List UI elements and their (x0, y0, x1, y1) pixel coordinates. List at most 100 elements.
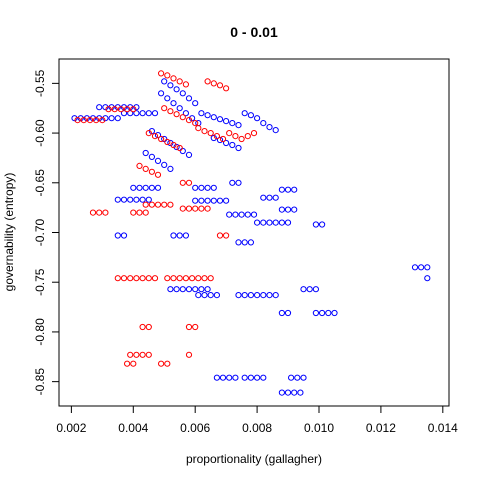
red-data-point (192, 120, 199, 127)
blue-data-point (284, 389, 292, 396)
blue-data-point (164, 95, 171, 102)
x-tick-label: 0.010 (304, 421, 334, 435)
x-tick-label: 0.004 (118, 421, 148, 435)
blue-data-point (284, 219, 292, 226)
blue-data-point (204, 184, 211, 191)
blue-data-point (151, 110, 159, 117)
x-tick-label: 0.006 (180, 421, 210, 435)
blue-data-point (102, 104, 109, 111)
blue-data-point (284, 309, 292, 317)
blue-data-point (114, 196, 121, 203)
blue-data-point (145, 196, 152, 203)
red-data-point (145, 351, 152, 358)
red-data-point (148, 168, 155, 175)
blue-data-point (216, 136, 224, 144)
red-data-point (189, 275, 196, 282)
red-data-point (223, 232, 230, 239)
blue-data-point (291, 206, 298, 213)
red-data-point (158, 70, 165, 77)
red-data-point (161, 105, 168, 112)
blue-data-point (185, 286, 193, 293)
blue-data-point (247, 239, 254, 246)
blue-data-point (167, 82, 174, 89)
blue-data-point (182, 232, 189, 239)
blue-data-point (260, 120, 267, 127)
red-data-point (139, 275, 146, 282)
x-tick-label: 0.014 (428, 421, 458, 435)
blue-data-point (219, 374, 227, 381)
blue-data-point (198, 184, 205, 191)
blue-data-point (260, 292, 267, 299)
blue-data-point (127, 110, 134, 117)
red-data-point (232, 133, 239, 140)
y-axis: -0.55 -0.60 -0.65 -0.70 -0.75 -0.80 -0.85 (33, 69, 60, 396)
blue-data-point (120, 104, 128, 111)
blue-data-point (235, 122, 242, 129)
y-tick-label: -0.65 (33, 169, 47, 197)
blue-data-point (232, 211, 239, 218)
red-data-point (179, 205, 186, 212)
red-data-point (86, 117, 94, 124)
red-data-point (154, 201, 162, 208)
blue-data-point (266, 292, 273, 299)
blue-data-point (241, 110, 248, 117)
blue-data-point (278, 309, 285, 317)
red-data-point (142, 209, 149, 216)
red-data-point (102, 209, 109, 216)
blue-data-point (294, 374, 301, 381)
blue-data-point (278, 219, 285, 226)
blue-data-point (120, 110, 128, 117)
red-data-point (179, 179, 186, 186)
red-data-point (250, 130, 258, 137)
red-data-point (93, 117, 100, 124)
blue-data-point (247, 374, 254, 381)
red-data-point (164, 275, 171, 282)
blue-data-point (114, 232, 121, 239)
red-data-point (80, 117, 87, 124)
red-data-point (139, 323, 146, 331)
red-data-point (133, 351, 140, 358)
blue-data-point (204, 197, 211, 204)
y-tick-label: -0.85 (33, 368, 47, 396)
blue-data-point (291, 186, 298, 193)
x-axis-title: proportionality (gallagher) (186, 452, 322, 466)
blue-data-point (278, 206, 285, 213)
blue-data-point (226, 211, 233, 218)
red-data-point (136, 162, 143, 169)
blue-data-point (179, 286, 186, 293)
blue-data-point (189, 115, 196, 122)
red-data-point (161, 201, 168, 208)
blue-data-point (216, 197, 224, 204)
red-data-point (117, 106, 125, 113)
blue-data-point (418, 264, 425, 271)
blue-data-point (312, 309, 319, 317)
blue-data-point (411, 264, 419, 271)
blue-data-point (108, 115, 115, 122)
blue-data-point (158, 90, 165, 97)
blue-data-point (254, 115, 261, 122)
blue-data-point (325, 309, 332, 317)
blue-data-point (238, 211, 245, 218)
red-data-point (195, 125, 202, 132)
blue-data-point (266, 219, 273, 226)
blue-data-point (185, 151, 193, 158)
red-data-point (170, 75, 177, 82)
blue-data-point (229, 120, 236, 127)
blue-data-point (300, 286, 307, 293)
y-tick-label: -0.55 (33, 69, 47, 97)
blue-data-point (96, 104, 103, 111)
blue-data-point (192, 100, 199, 107)
blue-data-point (254, 374, 261, 381)
red-data-point (207, 275, 214, 282)
red-data-point (167, 201, 174, 208)
blue-data-point (204, 286, 211, 293)
red-data-point (139, 351, 146, 358)
blue-data-point (192, 197, 199, 204)
blue-data-point (331, 309, 338, 317)
blue-data-point (102, 115, 109, 122)
blue-data-point (148, 184, 155, 191)
y-tick-label: -0.75 (33, 268, 47, 296)
red-data-point (120, 275, 128, 282)
blue-data-point (204, 112, 211, 119)
